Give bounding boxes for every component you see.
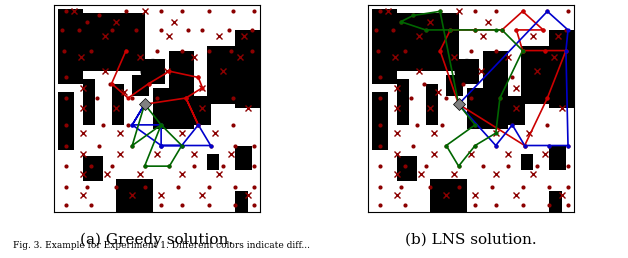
Bar (112, 84, 124, 125)
Bar (484, 51, 508, 88)
Bar (58, 9, 83, 84)
Bar (236, 30, 260, 108)
Bar (397, 156, 418, 181)
Bar (397, 13, 434, 71)
Bar (397, 79, 409, 125)
Text: Fig. 3. Example for Experiment 1. Different colors indicate diff...: Fig. 3. Example for Experiment 1. Differ… (13, 241, 310, 250)
Bar (58, 92, 75, 150)
Bar (207, 46, 236, 104)
Bar (426, 84, 438, 125)
Bar (181, 96, 210, 125)
Bar (495, 96, 524, 125)
Bar (112, 13, 144, 71)
Bar (426, 13, 458, 71)
Bar (207, 154, 219, 170)
Text: (a) Greedy solution.: (a) Greedy solution. (80, 232, 234, 247)
Bar (83, 156, 104, 181)
Circle shape (455, 59, 479, 84)
Bar (236, 191, 248, 212)
Bar (550, 146, 566, 170)
Bar (83, 13, 120, 71)
Bar (447, 75, 463, 96)
Bar (372, 9, 397, 84)
Circle shape (141, 59, 165, 84)
Bar (133, 75, 149, 96)
Bar (83, 79, 95, 125)
Bar (372, 92, 389, 150)
Text: (b) LNS solution.: (b) LNS solution. (405, 232, 537, 246)
Bar (550, 30, 574, 108)
Bar (153, 88, 194, 129)
Bar (550, 191, 562, 212)
Bar (236, 146, 252, 170)
Bar (116, 179, 153, 212)
Bar (170, 51, 194, 88)
Bar (521, 154, 533, 170)
Bar (430, 179, 467, 212)
Bar (521, 46, 550, 104)
Bar (458, 59, 479, 84)
Bar (144, 59, 165, 84)
Bar (467, 88, 508, 129)
